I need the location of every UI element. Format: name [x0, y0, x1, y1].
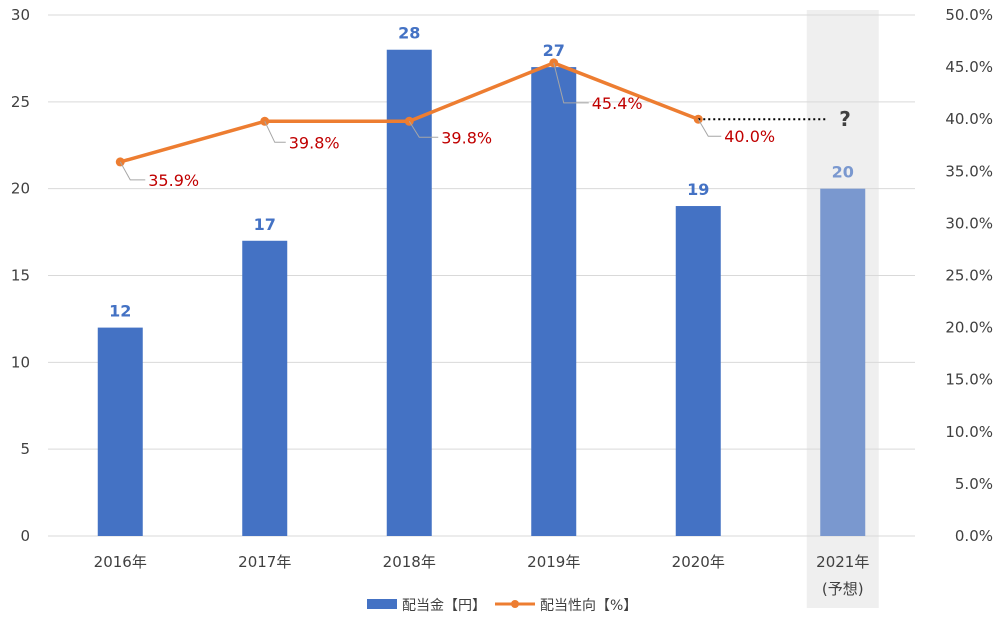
- legend-line-label: 配当性向【%】: [540, 598, 637, 614]
- leader-line: [697, 118, 722, 137]
- right-axis-tick-label: 5.0%: [955, 475, 993, 493]
- legend: 配当金【円】 配当性向【%】: [367, 598, 637, 614]
- left-axis-tick-label: 30: [11, 6, 30, 24]
- line-value-label: 39.8%: [289, 133, 340, 152]
- bar-2019年: [531, 67, 577, 536]
- bar-value-label: 27: [543, 41, 565, 60]
- left-axis-tick-label: 0: [20, 527, 30, 545]
- bar-value-label: 17: [254, 215, 276, 234]
- bar-2020年: [675, 206, 721, 537]
- bar-value-label: 19: [687, 180, 709, 199]
- category-label: 2016年: [94, 553, 147, 571]
- bar-2018年: [386, 49, 432, 536]
- right-axis-tick-label: 10.0%: [945, 423, 993, 441]
- line-value-label: 35.9%: [148, 171, 199, 190]
- bar-2021年: [820, 188, 866, 536]
- right-axis-tick-label: 40.0%: [945, 110, 993, 128]
- axes: 0 5 10 15 20 25 30 0.0% 5.0% 10.0% 15.0% 20.0% 25.0%…: [11, 6, 993, 598]
- left-axis-tick-label: 5: [20, 440, 30, 458]
- bar-value-label: 20: [832, 163, 854, 182]
- bar-value-label: 28: [398, 24, 420, 43]
- category-sublabel: (予想): [822, 580, 864, 598]
- category-label: 2021年: [816, 553, 869, 571]
- line-value-label: 40.0%: [724, 127, 775, 146]
- right-axis-tick-label: 25.0%: [945, 267, 993, 285]
- right-axis-tick-label: 20.0%: [945, 319, 993, 337]
- leader-line: [264, 121, 286, 143]
- right-axis-tick-label: 30.0%: [945, 214, 993, 232]
- left-axis-tick-label: 25: [11, 93, 30, 111]
- category-label: 2020年: [672, 553, 725, 571]
- legend-bar-label: 配当金【円】: [402, 598, 486, 614]
- right-axis-tick-label: 45.0%: [945, 58, 993, 76]
- bar-2016年: [97, 327, 143, 536]
- bar-series: [97, 49, 866, 537]
- forecast-question-mark: ?: [839, 107, 851, 131]
- right-axis-tick-label: 35.0%: [945, 162, 993, 180]
- leader-line: [408, 121, 439, 138]
- category-label: 2019年: [527, 553, 580, 571]
- legend-bar-swatch: [367, 599, 397, 609]
- legend-line-marker: [511, 600, 519, 608]
- right-axis-tick-label: 0.0%: [955, 527, 993, 545]
- category-label: 2018年: [383, 553, 436, 571]
- bar-2017年: [242, 240, 288, 536]
- line-value-label: 39.8%: [441, 128, 492, 147]
- leader-line: [553, 62, 589, 104]
- line-value-label: 45.4%: [592, 94, 643, 113]
- left-axis-tick-label: 10: [11, 353, 30, 371]
- left-axis-tick-label: 20: [11, 180, 30, 198]
- right-axis-tick-label: 15.0%: [945, 371, 993, 389]
- left-axis-tick-label: 15: [11, 267, 30, 285]
- gridlines: [48, 14, 915, 537]
- right-axis-tick-label: 50.0%: [945, 6, 993, 24]
- leader-line: [119, 161, 146, 181]
- data-labels: 12 17 28 27 19 20? 35.9% 39.8% 39.8% 45.4% 40.0%: [109, 24, 854, 321]
- category-label: 2017年: [238, 553, 291, 571]
- line-series: [115, 58, 827, 167]
- bar-value-label: 12: [109, 302, 131, 321]
